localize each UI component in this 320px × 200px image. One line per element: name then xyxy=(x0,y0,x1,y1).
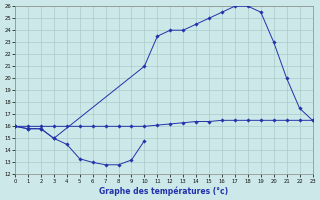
X-axis label: Graphe des températures (°c): Graphe des températures (°c) xyxy=(99,186,228,196)
